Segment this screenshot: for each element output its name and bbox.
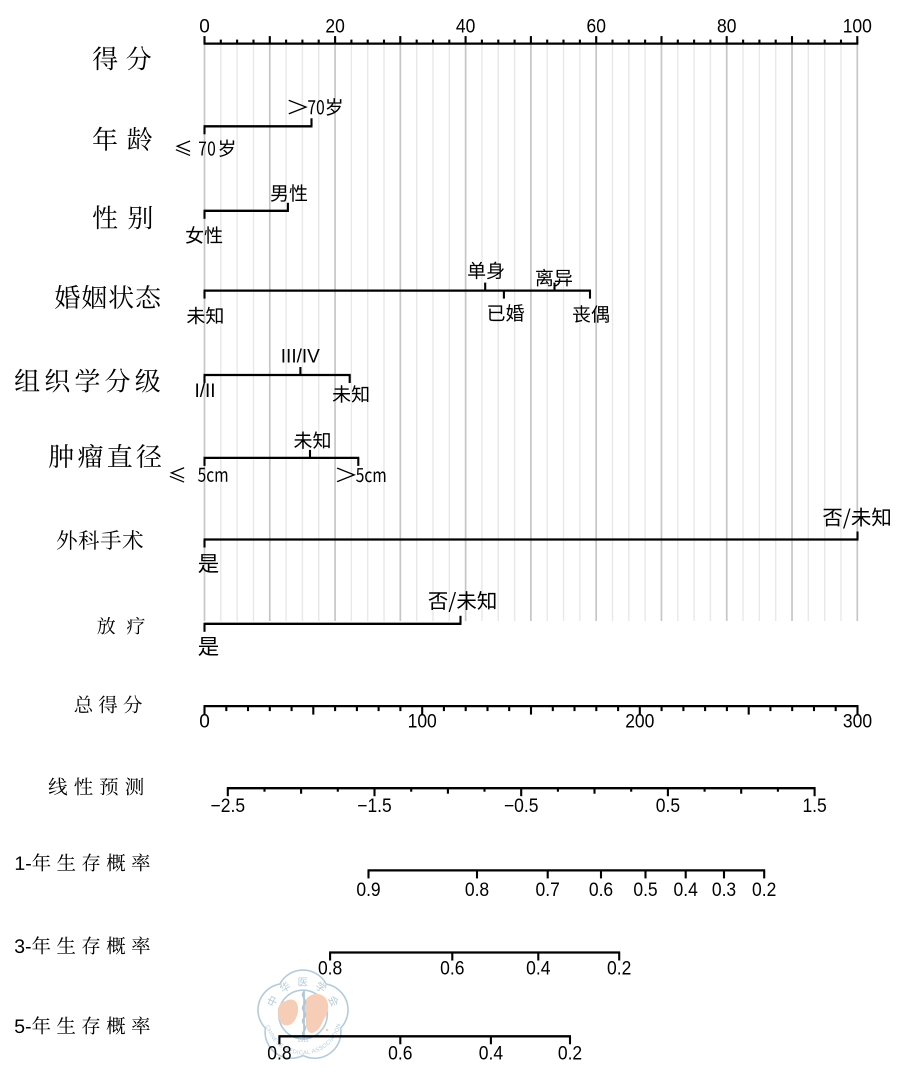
svg-text:0.6: 0.6 (440, 958, 464, 979)
svg-text:300: 300 (843, 712, 872, 733)
svg-text:−0.5: −0.5 (504, 796, 539, 817)
svg-text:200: 200 (625, 712, 654, 733)
svg-text:0: 0 (199, 17, 210, 38)
svg-text:−2.5: −2.5 (211, 796, 246, 817)
svg-text:I/II: I/II (194, 381, 215, 402)
svg-text:0.4: 0.4 (674, 880, 699, 901)
svg-text:100: 100 (408, 712, 437, 733)
svg-text:0.4: 0.4 (526, 958, 551, 979)
svg-text:1.5: 1.5 (802, 796, 826, 817)
svg-text:0.8: 0.8 (267, 1044, 291, 1065)
svg-text:III/IV: III/IV (281, 346, 320, 367)
svg-text:0: 0 (199, 712, 210, 733)
svg-text:1915: 1915 (297, 1038, 308, 1044)
svg-text:0.3: 0.3 (712, 880, 736, 901)
svg-text:0.9: 0.9 (356, 880, 380, 901)
svg-text:60: 60 (587, 17, 606, 38)
svg-text:20: 20 (325, 17, 344, 38)
svg-text:0.2: 0.2 (607, 958, 631, 979)
svg-text:0.7: 0.7 (536, 880, 560, 901)
svg-text:0.6: 0.6 (589, 880, 613, 901)
svg-text:40: 40 (456, 17, 475, 38)
svg-text:0.4: 0.4 (479, 1044, 504, 1065)
svg-text:0.8: 0.8 (318, 958, 342, 979)
svg-text:80: 80 (717, 17, 736, 38)
svg-text:0.5: 0.5 (656, 796, 680, 817)
svg-text:0.8: 0.8 (465, 880, 489, 901)
svg-text:100: 100 (843, 17, 872, 38)
svg-text:−1.5: −1.5 (357, 796, 392, 817)
svg-text:0.6: 0.6 (388, 1044, 412, 1065)
svg-text:0.2: 0.2 (558, 1044, 582, 1065)
svg-text:0.5: 0.5 (633, 880, 657, 901)
svg-text:0.2: 0.2 (752, 880, 776, 901)
